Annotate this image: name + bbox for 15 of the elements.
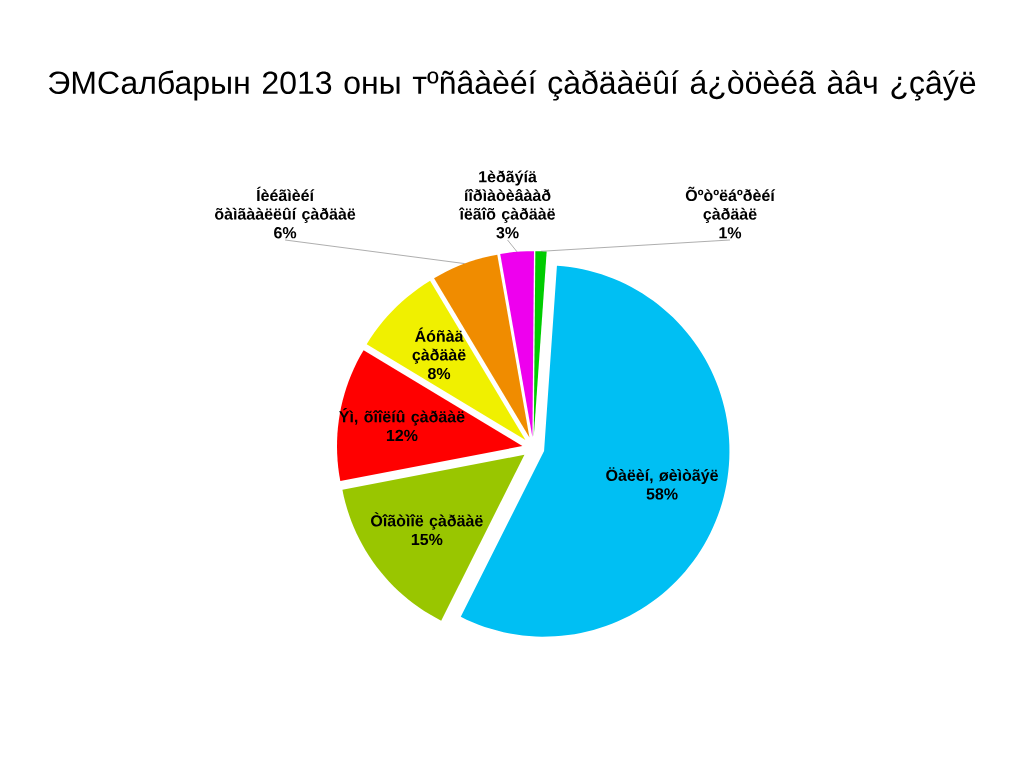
data-label: 6% — [274, 227, 297, 239]
slice-label: Òîãòìîë çàðäàë — [371, 512, 483, 530]
data-label: 15% — [411, 533, 443, 546]
chart-title: ЭМСалбарын 2013 оны тºñâàèéí çàðäàëûí á¿òöèéã àâч ¿çâýë — [48, 70, 976, 101]
data-label: 3% — [496, 227, 519, 239]
data-label: 58% — [646, 488, 678, 500]
slice-label: Áóñàä çàðäàë — [412, 327, 466, 364]
slice-label: Öàëèí, øèìòãýë — [606, 467, 718, 485]
slice-label: Õºòºëáºðèéí çàðäàë — [685, 186, 776, 223]
data-label: 8% — [427, 367, 451, 380]
data-label: 1% — [719, 227, 742, 239]
slice-label: Ýì, õîîëíû çàðäàë — [339, 408, 465, 426]
slice-label: Íèéãìèéí õàìãààëëûí çàðäàë — [214, 186, 356, 223]
data-label: 12% — [386, 429, 418, 442]
slice-label: 1èðãýíä íîðìàòèâààð îëãîõ çàðäàë — [458, 170, 555, 223]
